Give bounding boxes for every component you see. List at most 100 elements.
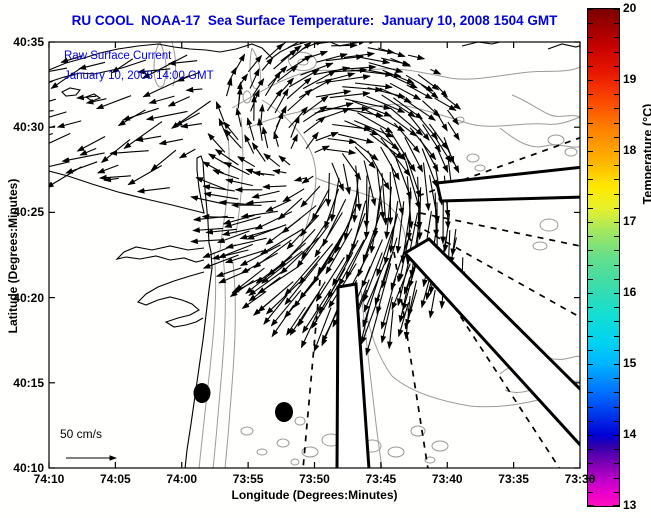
colorbar-tick <box>614 491 619 493</box>
colorbar-tick <box>588 193 593 195</box>
colorbar-tick <box>588 250 593 252</box>
colorbar-tick <box>614 335 619 337</box>
map-layers <box>49 42 580 468</box>
x-tick-label: 73:55 <box>232 472 264 486</box>
colorbar-tick <box>614 179 619 181</box>
colorbar-tick <box>588 207 593 209</box>
colorbar-tick <box>614 207 619 209</box>
colorbar-tick <box>588 349 593 351</box>
x-tick-label: 74:10 <box>33 472 65 486</box>
coastline <box>49 42 580 468</box>
shipping-lanes <box>335 165 580 468</box>
colorbar-tick <box>588 293 593 294</box>
colorbar-tick <box>588 505 594 506</box>
colorbar-tick-label: 14 <box>623 427 637 441</box>
x-tick-label: 73:45 <box>365 472 397 486</box>
colorbar-tick-label: 16 <box>623 285 637 299</box>
colorbar-tick <box>588 151 593 152</box>
colorbar-tick <box>614 122 619 124</box>
colorbar-tick <box>614 51 619 53</box>
colorbar-tick <box>614 392 619 394</box>
station-dots <box>193 383 293 422</box>
current-vectors <box>49 42 466 358</box>
y-axis-label: Latitude (Degrees:Minutes) <box>6 178 20 334</box>
colorbar-tick <box>588 179 593 181</box>
y-tick-label: 40:20 <box>13 290 44 305</box>
colorbar-tick <box>614 278 619 280</box>
colorbar-tick <box>588 477 593 479</box>
x-tick-label: 73:50 <box>299 472 330 486</box>
colorbar-tick <box>613 505 619 506</box>
y-tick-label: 40:15 <box>13 375 44 390</box>
colorbar-tick <box>588 122 593 124</box>
colorbar-tick-label: 18 <box>623 143 637 157</box>
colorbar-tick <box>588 65 593 67</box>
colorbar-tick <box>614 463 619 465</box>
x-tick-label: 73:40 <box>431 472 463 486</box>
colorbar-tick <box>588 165 593 167</box>
colorbar-tick <box>614 80 619 81</box>
colorbar-tick <box>614 151 619 152</box>
colorbar-tick <box>588 378 593 380</box>
colorbar-tick <box>614 477 619 479</box>
colorbar-tick <box>588 264 593 266</box>
colorbar-tick <box>588 364 593 365</box>
colorbar-tick <box>614 9 619 10</box>
colorbar-tick <box>614 236 619 238</box>
colorbar-tick <box>588 222 593 223</box>
x-tick-label: 74:00 <box>166 472 198 486</box>
colorbar-tick <box>614 321 619 323</box>
colorbar-tick <box>614 435 619 436</box>
colorbar-tick-label: 19 <box>623 72 637 86</box>
colorbar-tick <box>614 165 619 167</box>
annotation-current-line2: January 10, 2008 14:00 GMT <box>64 70 214 82</box>
colorbar-tick <box>614 65 619 67</box>
colorbar-tick <box>588 435 593 436</box>
colorbar-tick <box>614 364 619 365</box>
colorbar <box>587 8 620 507</box>
colorbar-tick <box>614 136 619 138</box>
colorbar-tick <box>588 94 593 96</box>
colorbar-tick <box>588 392 593 394</box>
colorbar-tick <box>614 250 619 252</box>
colorbar-tick <box>614 378 619 380</box>
scale-legend-label: 50 cm/s <box>60 427 103 441</box>
annotation-current-line1: Raw Surface Current <box>64 50 172 62</box>
colorbar-tick <box>614 307 619 309</box>
colorbar-tick <box>588 449 593 451</box>
colorbar-tick <box>614 94 619 96</box>
colorbar-tick <box>614 406 619 408</box>
colorbar-tick <box>614 23 619 25</box>
y-tick-label: 40:35 <box>13 35 44 49</box>
colorbar-tick <box>588 136 593 138</box>
colorbar-tick <box>588 335 593 337</box>
axes-box <box>48 41 581 469</box>
colorbar-tick <box>588 51 593 53</box>
colorbar-tick <box>614 293 619 294</box>
colorbar-tick <box>614 193 619 195</box>
colorbar-tick <box>614 108 619 110</box>
colorbar-tick <box>614 264 619 266</box>
colorbar-tick <box>614 222 619 223</box>
colorbar-tick <box>614 420 619 422</box>
x-tick-label: 73:30 <box>564 472 596 486</box>
x-tick-label: 73:35 <box>498 472 529 486</box>
colorbar-tick-label: 20 <box>623 1 637 15</box>
colorbar-tick <box>588 406 593 408</box>
colorbar-tick-label: 17 <box>623 214 637 228</box>
colorbar-tick <box>588 108 593 110</box>
colorbar-tick <box>588 9 593 10</box>
colorbar-tick <box>614 349 619 351</box>
y-tick-label: 40:10 <box>13 461 44 475</box>
colorbar-tick <box>588 23 593 25</box>
colorbar-tick <box>614 37 619 39</box>
x-tick-label: 74:05 <box>100 472 131 486</box>
plot-title: RU COOL NOAA-17 Sea Surface Temperature:… <box>71 13 558 28</box>
colorbar-tick <box>588 307 593 309</box>
colorbar-tick <box>588 491 593 493</box>
y-tick-label: 40:25 <box>13 205 44 220</box>
colorbar-tick <box>588 321 593 323</box>
colorbar-tick <box>588 80 593 81</box>
